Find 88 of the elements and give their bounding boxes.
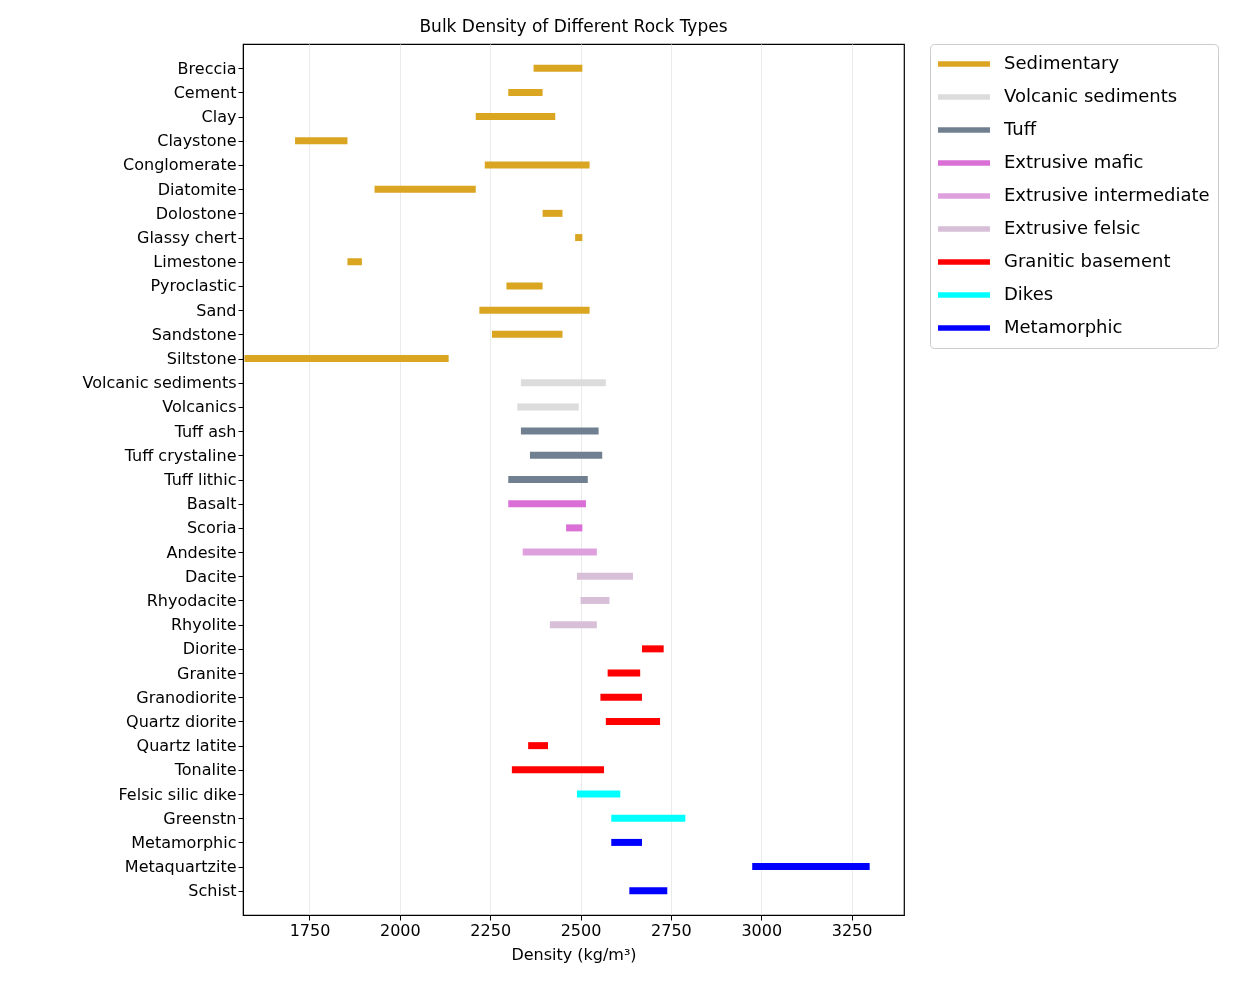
- bar: [295, 137, 348, 145]
- bar: [517, 403, 579, 411]
- bar: [605, 717, 661, 725]
- y-tick-label: Scoria: [186, 518, 237, 538]
- y-tick-label: Schist: [188, 881, 237, 901]
- bar: [520, 379, 606, 387]
- x-tick-label: 2500: [560, 920, 602, 940]
- legend-label: Dikes: [1004, 283, 1054, 304]
- x-tick-label: 2750: [651, 920, 692, 940]
- y-tick-label: Clay: [201, 107, 237, 127]
- y-tick-label: Tonalite: [173, 760, 237, 780]
- y-tick-label: Granodiorite: [136, 687, 237, 707]
- bar: [479, 306, 590, 314]
- legend-label: Extrusive intermediate: [1004, 184, 1210, 205]
- y-tick-label: Diorite: [182, 639, 237, 659]
- y-tick-label: Breccia: [177, 58, 237, 78]
- y-tick-label: Limestone: [153, 252, 237, 272]
- y-tick-label: Pyroclastic: [150, 276, 237, 296]
- y-tick-label: Sandstone: [151, 324, 237, 344]
- chart-title: Bulk Density of Different Rock Types: [419, 15, 728, 36]
- bar: [576, 572, 633, 580]
- bar: [580, 596, 610, 604]
- bar: [600, 693, 642, 701]
- bar: [611, 838, 642, 846]
- bar: [508, 88, 543, 96]
- legend-label: Tuff: [1003, 118, 1037, 139]
- y-tick-label: Andesite: [166, 542, 237, 562]
- y-tick-label: Quartz diorite: [126, 711, 237, 731]
- legend-label: Sedimentary: [1004, 52, 1120, 73]
- y-tick-label: Felsic silic dike: [118, 784, 237, 804]
- y-tick-label: Quartz latite: [136, 736, 237, 756]
- x-tick-label: 1750: [289, 920, 331, 940]
- legend-label: Volcanic sediments: [1004, 85, 1178, 106]
- y-tick-label: Rhyolite: [170, 615, 237, 635]
- bar: [508, 500, 586, 508]
- legend-label: Extrusive mafic: [1004, 151, 1144, 172]
- y-tick-label: Glassy chert: [136, 228, 237, 248]
- bar: [533, 64, 583, 72]
- y-tick-label: Sand: [196, 300, 237, 320]
- bar: [506, 282, 543, 290]
- y-tick-label: Tuff ash: [173, 421, 237, 441]
- y-tick-label: Tuff lithic: [163, 470, 237, 489]
- y-tick-label: Greenstn: [163, 808, 237, 828]
- y-tick-label: Diatomite: [157, 179, 237, 199]
- bar: [611, 814, 686, 822]
- y-tick-label: Basalt: [186, 494, 237, 514]
- bar: [542, 209, 563, 217]
- bar: [566, 524, 583, 532]
- bar: [607, 669, 641, 677]
- y-tick-label: Dolostone: [155, 203, 237, 223]
- x-tick-label: 2000: [379, 920, 421, 940]
- y-tick-label: Granite: [177, 663, 237, 683]
- y-tick-label: Volcanic sediments: [82, 373, 237, 393]
- legend-label: Extrusive felsic: [1004, 217, 1141, 238]
- y-tick-label: Claystone: [157, 131, 237, 151]
- bar: [475, 113, 556, 121]
- bar: [529, 451, 603, 459]
- bar: [528, 742, 549, 750]
- y-tick-label: Rhyodacite: [146, 590, 237, 610]
- bar: [629, 887, 668, 895]
- legend-label: Granitic basement: [1004, 250, 1171, 271]
- x-axis-title: Density (kg/m³): [511, 944, 637, 964]
- bar: [492, 330, 563, 338]
- y-tick-label: Metamorphic: [131, 832, 237, 852]
- bar: [347, 258, 362, 266]
- y-tick-label: Conglomerate: [123, 155, 237, 175]
- bar: [641, 645, 664, 653]
- y-tick-label: Siltstone: [166, 349, 237, 369]
- y-tick-label: Tuff crystaline: [123, 445, 237, 465]
- bar: [244, 355, 449, 363]
- y-tick-label: Cement: [173, 82, 237, 102]
- legend-label: Metamorphic: [1004, 316, 1123, 337]
- x-tick-label: 2250: [470, 920, 512, 940]
- bar: [520, 427, 599, 435]
- bar: [575, 234, 583, 242]
- bar: [522, 548, 597, 556]
- x-tick-label: 3000: [741, 920, 783, 940]
- bar: [374, 185, 476, 193]
- bar: [752, 863, 870, 871]
- bar: [508, 476, 588, 483]
- bar: [549, 621, 597, 629]
- bar: [484, 161, 590, 169]
- bar: [576, 790, 621, 798]
- y-tick-label: Dacite: [185, 566, 237, 586]
- y-tick-label: Volcanics: [162, 397, 237, 417]
- y-tick-label: Metaquartzite: [124, 857, 237, 877]
- x-tick-label: 3250: [831, 920, 873, 940]
- bar: [511, 766, 605, 774]
